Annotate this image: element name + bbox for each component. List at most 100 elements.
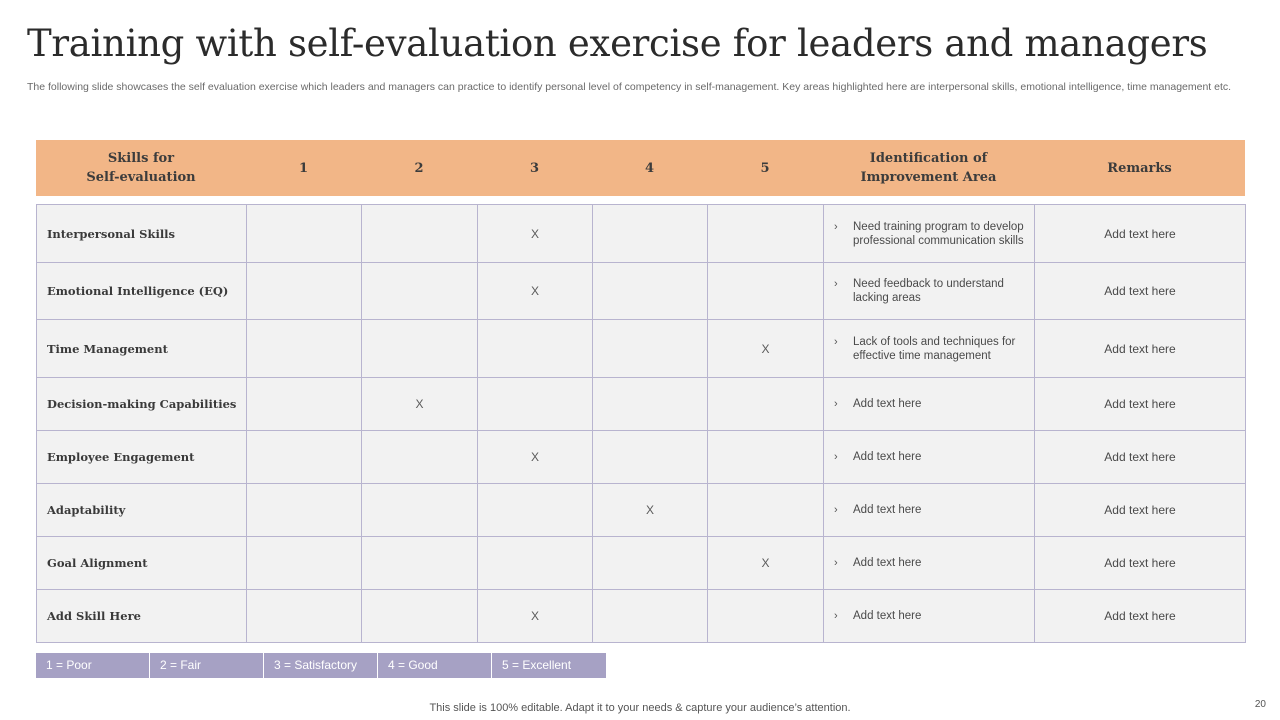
improvement-area-cell: › Add text here: [823, 377, 1035, 431]
improvement-text: Need training program to develop profess…: [853, 220, 1024, 247]
table-row: Decision-making Capabilities X › Add text h…: [36, 377, 1246, 431]
score-cell-4: [592, 204, 708, 263]
score-cell-5: [707, 204, 824, 263]
legend-item-excellent: 5 = Excellent: [492, 653, 606, 678]
score-cell-5: X: [707, 536, 824, 590]
legend-item-poor: 1 = Poor: [36, 653, 150, 678]
score-cell-2: [361, 536, 478, 590]
chevron-right-icon: ›: [834, 335, 838, 348]
score-cell-5: [707, 483, 824, 537]
score-cell-2: [361, 262, 478, 320]
header-score-1: 1: [298, 160, 309, 176]
table-row: Goal Alignment X › Add text here Add text he…: [36, 536, 1246, 590]
page-number: 20: [1254, 699, 1266, 710]
remarks-cell: Add text here: [1034, 204, 1246, 263]
skill-name: Goal Alignment: [36, 536, 247, 590]
score-cell-2: [361, 204, 478, 263]
improvement-area-cell: › Need training program to develop profes…: [823, 204, 1035, 263]
remarks-cell: Add text here: [1034, 589, 1246, 643]
chevron-right-icon: ›: [834, 220, 838, 233]
table-row: Add Skill Here X › Add text here Add text he…: [36, 589, 1246, 643]
score-cell-3: [477, 319, 593, 378]
improvement-text: Lack of tools and techniques for effecti…: [853, 335, 1016, 362]
remarks-cell: Add text here: [1034, 483, 1246, 537]
header-remarks: Remarks: [1107, 160, 1172, 176]
header-score-4: 4: [644, 160, 655, 176]
table-row: Adaptability X › Add text here Add text here: [36, 483, 1246, 537]
score-cell-4: [592, 319, 708, 378]
score-cell-3: [477, 536, 593, 590]
header-score-5: 5: [760, 160, 770, 176]
improvement-text: Add text here: [853, 610, 922, 622]
score-cell-4: [592, 430, 708, 484]
remarks-cell: Add text here: [1034, 319, 1246, 378]
improvement-text: Add text here: [853, 398, 922, 410]
score-cell-3: X: [477, 204, 593, 263]
slide-footer: This slide is 100% editable. Adapt it to…: [429, 702, 851, 714]
chevron-right-icon: ›: [834, 557, 838, 569]
improvement-area-cell: › Add text here: [823, 430, 1035, 484]
improvement-text: Need feedback to understand lacking area…: [853, 278, 1004, 304]
score-cell-3: [477, 377, 593, 431]
score-cell-2: [361, 483, 478, 537]
slide-subtitle: The following slide showcases the self e…: [27, 81, 1232, 93]
score-cell-2: [361, 430, 478, 484]
chevron-right-icon: ›: [834, 504, 838, 516]
skill-name: Employee Engagement: [36, 430, 247, 484]
score-cell-4: [592, 377, 708, 431]
skill-name: Time Management: [36, 319, 247, 378]
improvement-text: Add text here: [853, 451, 922, 463]
legend-item-fair: 2 = Fair: [150, 653, 264, 678]
table-row: Interpersonal Skills X › Need training prog…: [36, 204, 1246, 263]
slide-title: Training with self-evaluation exercise f…: [27, 22, 1208, 65]
table-header: Skills for Self-evaluation 1 2 3 4 5 Ide…: [36, 140, 1245, 196]
table-row: Emotional Intelligence (EQ) X › Need feedba…: [36, 262, 1246, 320]
score-cell-1: [246, 262, 362, 320]
score-cell-1: [246, 319, 362, 378]
skill-name: Emotional Intelligence (EQ): [36, 262, 247, 320]
header-skills: Skills for Self-evaluation: [86, 151, 196, 185]
header-score-3: 3: [529, 160, 540, 176]
skill-name: Adaptability: [36, 483, 247, 537]
score-cell-2: [361, 319, 478, 378]
skill-name: Add Skill Here: [36, 589, 247, 643]
remarks-cell: Add text here: [1034, 430, 1246, 484]
rating-legend: 1 = Poor 2 = Fair 3 = Satisfactory 4 = G…: [36, 653, 606, 678]
score-cell-5: [707, 589, 824, 643]
legend-item-good: 4 = Good: [378, 653, 492, 678]
score-cell-5: [707, 262, 824, 320]
skill-name: Interpersonal Skills: [36, 204, 247, 263]
score-cell-4: [592, 536, 708, 590]
score-cell-4: [592, 262, 708, 320]
chevron-right-icon: ›: [834, 610, 838, 622]
chevron-right-icon: ›: [834, 451, 838, 463]
score-cell-4: [592, 589, 708, 643]
score-cell-5: [707, 430, 824, 484]
score-cell-1: [246, 589, 362, 643]
score-cell-1: [246, 483, 362, 537]
improvement-text: Add text here: [853, 504, 922, 516]
table-row: Time Management X › Lack of tools and techn…: [36, 319, 1246, 378]
score-cell-4: X: [592, 483, 708, 537]
header-score-2: 2: [414, 160, 424, 176]
remarks-cell: Add text here: [1034, 536, 1246, 590]
header-improvement-area: Identification of Improvement Area: [860, 151, 997, 185]
score-cell-3: X: [477, 262, 593, 320]
skill-name: Decision-making Capabilities: [36, 377, 247, 431]
score-cell-2: [361, 589, 478, 643]
improvement-text: Add text here: [853, 557, 922, 569]
remarks-cell: Add text here: [1034, 262, 1246, 320]
score-cell-3: X: [477, 430, 593, 484]
score-cell-1: [246, 430, 362, 484]
table-row: Employee Engagement X › Add text here Add te…: [36, 430, 1246, 484]
score-cell-1: [246, 204, 362, 263]
score-cell-1: [246, 377, 362, 431]
chevron-right-icon: ›: [834, 398, 838, 410]
improvement-area-cell: › Add text here: [823, 536, 1035, 590]
improvement-area-cell: › Need feedback to understand lacking are…: [823, 262, 1035, 320]
score-cell-3: X: [477, 589, 593, 643]
score-cell-1: [246, 536, 362, 590]
improvement-area-cell: › Add text here: [823, 589, 1035, 643]
score-cell-2: X: [361, 377, 478, 431]
score-cell-5: X: [707, 319, 824, 378]
